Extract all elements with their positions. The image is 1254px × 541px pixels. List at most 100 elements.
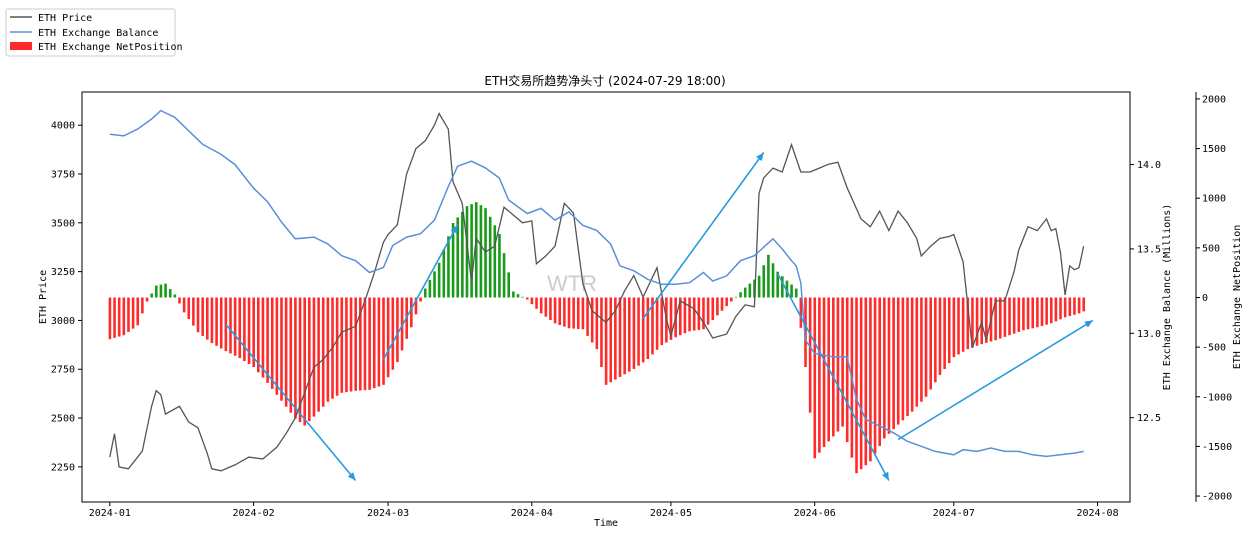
netposition-bar: [196, 297, 200, 333]
netposition-bar: [553, 297, 557, 324]
netposition-bar: [312, 297, 316, 417]
netposition-bar: [233, 297, 237, 356]
netposition-bar: [1017, 297, 1021, 332]
netposition-bar: [488, 216, 492, 298]
netposition-bar: [470, 204, 473, 298]
netposition-bar: [604, 297, 608, 385]
netposition-bar: [906, 297, 909, 416]
netposition-bar: [516, 294, 520, 298]
netposition-tick-label: 0: [1202, 293, 1208, 304]
netposition-bar: [294, 297, 297, 419]
x-axis-label: Time: [594, 518, 618, 529]
netposition-bar: [743, 287, 747, 298]
netposition-bar: [609, 297, 613, 383]
y-axis-balance: 12.5 13.0 13.5 14.0: [1130, 160, 1161, 424]
netposition-bar: [595, 297, 599, 350]
netposition-bar: [590, 297, 594, 343]
netposition-bar: [883, 297, 886, 439]
netposition-bar: [447, 236, 450, 298]
netposition-bars: [108, 202, 1086, 474]
netposition-bar: [1059, 297, 1062, 320]
netposition-bar: [368, 297, 371, 390]
netposition-bar: [159, 284, 163, 298]
netposition-bar: [818, 297, 821, 453]
netposition-tick-label: -1000: [1202, 392, 1232, 403]
netposition-bar: [646, 297, 650, 360]
netposition-bar: [873, 297, 877, 454]
legend-balance-label: ETH Exchange Balance: [38, 28, 158, 39]
x-tick-label: 2024-04: [511, 508, 553, 519]
price-tick-label: 2500: [51, 414, 75, 425]
netposition-bar: [572, 297, 575, 329]
netposition-bar: [896, 297, 900, 425]
price-line: [109, 112, 1085, 472]
y-axis-netposition: 2000 1500 1000 500 0 -500 -1000 -1500 -2000: [1195, 92, 1232, 503]
netposition-bar: [414, 297, 418, 315]
netposition-bar: [859, 297, 863, 470]
netposition-bar: [910, 297, 914, 412]
netposition-bar: [855, 297, 858, 474]
balance-tick-label: 12.5: [1137, 413, 1161, 424]
netposition-bar: [512, 291, 515, 298]
netposition-bar: [257, 297, 260, 373]
netposition-bar: [878, 297, 881, 447]
netposition-bar: [280, 297, 283, 401]
x-tick-label: 2024-06: [794, 508, 836, 519]
netposition-bar: [971, 297, 974, 348]
trend-arrow-shaft: [776, 273, 890, 481]
x-tick-label: 2024-08: [1076, 508, 1118, 519]
netposition-bar: [1012, 297, 1016, 334]
chart-title: ETH交易所趋势净头寸 (2024-07-29 18:00): [484, 73, 725, 88]
netposition-bar: [340, 297, 344, 393]
netposition-bar: [136, 297, 140, 326]
netposition-bar: [641, 297, 645, 363]
netposition-bar: [479, 205, 483, 298]
netposition-bar: [822, 297, 826, 448]
netposition-bar: [1022, 297, 1025, 331]
netposition-bar: [887, 297, 891, 434]
netposition-bar: [372, 297, 376, 389]
netposition-bar: [924, 297, 928, 397]
watermark: WTR: [547, 271, 597, 296]
netposition-bar: [558, 297, 562, 325]
price-tick-label: 3750: [51, 170, 75, 181]
netposition-bar: [669, 297, 673, 340]
netposition-bar: [335, 297, 339, 396]
netposition-bar: [465, 206, 469, 298]
netposition-bar: [869, 297, 872, 462]
netposition-tick-label: 1500: [1202, 144, 1226, 155]
netposition-bar: [396, 297, 399, 363]
netposition-bar: [238, 297, 242, 359]
netposition-bar: [354, 297, 357, 391]
x-tick-label: 2024-07: [933, 508, 975, 519]
price-tick-label: 3500: [51, 218, 75, 229]
netposition-bar: [785, 280, 789, 298]
price-tick-label: 3250: [51, 267, 75, 278]
netposition-bar: [757, 275, 761, 298]
trend-arrow-shaft: [642, 152, 765, 319]
netposition-bar: [192, 297, 195, 326]
netposition-bar: [762, 265, 766, 298]
x-tick-label: 2024-03: [367, 508, 409, 519]
netposition-bar: [781, 276, 784, 298]
netposition-bar: [776, 271, 779, 298]
netposition-bar: [173, 294, 177, 298]
netposition-bar: [321, 297, 325, 407]
trend-arrow-shaft: [897, 319, 1094, 441]
netposition-bar: [1040, 297, 1044, 326]
netposition-bar: [182, 297, 186, 313]
trend-arrow-head: [347, 472, 356, 481]
price-tick-label: 3000: [51, 316, 75, 327]
netposition-bar: [289, 297, 293, 413]
netposition-bar: [423, 288, 427, 298]
netposition-bar: [127, 297, 130, 332]
netposition-bar: [535, 297, 538, 309]
netposition-bar: [790, 284, 793, 298]
y-axis-balance-label: ETH Exchange Balance (Millions): [1162, 204, 1173, 391]
netposition-bar: [252, 297, 255, 367]
balance-line: [109, 109, 1084, 458]
netposition-bar: [1049, 297, 1053, 324]
netposition-bar: [549, 297, 552, 320]
netposition-bar: [683, 297, 687, 334]
netposition-bar: [1003, 297, 1007, 337]
